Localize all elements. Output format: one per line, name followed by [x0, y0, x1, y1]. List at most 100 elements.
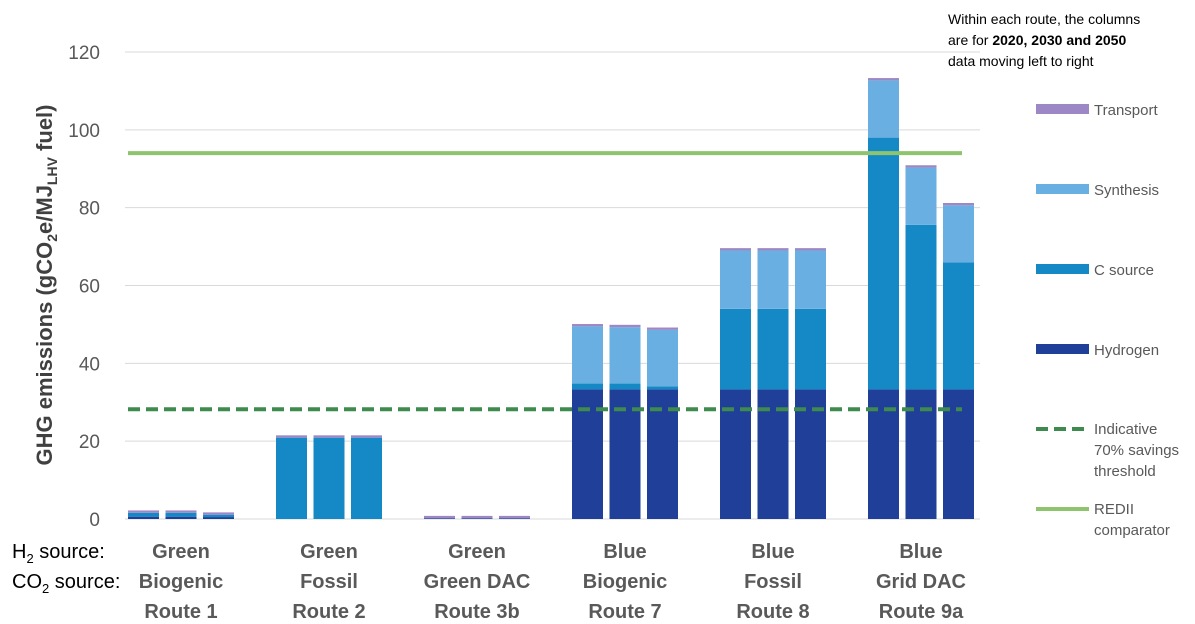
bar-transport-route-8-3: [795, 248, 826, 251]
bar-transport-route-8-1: [720, 248, 751, 251]
y-axis-title: GHG emissions (gCO2e/MJLHV fuel): [32, 105, 60, 466]
category-label: Green DAC: [424, 571, 531, 593]
co2-source-label: CO2 source:: [12, 571, 120, 596]
legend-label: REDII: [1094, 501, 1134, 518]
legend-label: Transport: [1094, 102, 1158, 119]
bar-c-source-route-2-1: [276, 437, 307, 519]
legend-label: C source: [1094, 262, 1154, 279]
bar-synthesis-route-9a-3: [943, 205, 974, 263]
bar-c-source-route-9a-2: [905, 224, 937, 390]
category-label: Route 3b: [434, 601, 520, 623]
y-tick-label: 120: [68, 43, 100, 64]
y-tick-label: 100: [68, 121, 100, 142]
category-label: Fossil: [744, 571, 802, 593]
category-label: Biogenic: [583, 571, 667, 593]
bar-transport-route-9a-1: [868, 78, 899, 81]
legend-swatch-c-source: [1036, 264, 1089, 274]
bar-c-source-route-8-3: [795, 308, 826, 390]
legend-swatch-synthesis: [1036, 184, 1089, 194]
bar-synthesis-route-9a-2: [905, 167, 937, 225]
bar-hydrogen-route-1-3: [203, 517, 234, 519]
legend-swatch-transport: [1036, 104, 1089, 114]
bar-transport-route-3b-1: [424, 515, 455, 519]
bar-c-source-route-1-1: [128, 512, 159, 517]
category-label: Route 2: [292, 601, 365, 623]
bar-transport-route-8-2: [757, 248, 789, 251]
reference-lines: [128, 151, 962, 412]
bar-transport-route-1-2: [165, 510, 197, 513]
category-label: Route 9a: [879, 601, 964, 623]
category-label: Blue: [751, 541, 794, 563]
legend-label: Synthesis: [1094, 182, 1159, 199]
bar-c-source-route-2-3: [351, 437, 382, 519]
category-label: Fossil: [300, 571, 358, 593]
bar-transport-route-1-1: [128, 510, 159, 513]
bar-hydrogen-route-1-1: [128, 516, 159, 519]
legend-label: threshold: [1094, 463, 1156, 480]
legend-label: Hydrogen: [1094, 342, 1159, 359]
category-label: Green: [152, 541, 210, 563]
bar-c-source-route-9a-3: [943, 262, 974, 390]
category-label: Blue: [899, 541, 942, 563]
bar-hydrogen-route-3b-1: [424, 518, 455, 519]
bar-c-source-route-7-3: [647, 386, 678, 390]
y-tick-label: 20: [79, 432, 100, 453]
bar-c-source-route-9a-1: [868, 137, 899, 390]
column-note: Within each route, the columns are for 20…: [948, 11, 1140, 69]
bar-synthesis-route-8-3: [795, 250, 826, 309]
bar-synthesis-route-7-3: [647, 329, 678, 387]
legend-swatch-hydrogen: [1036, 344, 1089, 354]
bar-c-source-route-1-2: [165, 512, 197, 517]
bar-c-source-route-1-3: [203, 514, 234, 518]
bar-transport-route-2-1: [276, 435, 307, 438]
gridlines: [125, 51, 980, 520]
bar-transport-route-2-2: [313, 435, 345, 438]
category-label: Grid DAC: [876, 571, 966, 593]
note-line: data moving left to right: [948, 53, 1094, 69]
category-labels: Green Biogenic Route 1 Green Fossil Route 2 Gr…: [139, 541, 966, 623]
bar-transport-route-7-3: [647, 327, 678, 330]
legend-label: Indicative: [1094, 421, 1157, 438]
category-label: Blue: [603, 541, 646, 563]
bar-transport-route-1-3: [203, 512, 234, 515]
bar-transport-route-9a-2: [905, 165, 937, 168]
bar-transport-route-9a-3: [943, 202, 974, 206]
bar-hydrogen-route-3b-2: [461, 518, 493, 519]
note-line: Within each route, the columns: [948, 11, 1140, 27]
note-line: are for 2020, 2030 and 2050: [948, 32, 1126, 48]
bar-transport-route-7-2: [609, 324, 641, 328]
category-label: Green: [448, 541, 506, 563]
bar-transport-route-3b-3: [499, 515, 530, 519]
bar-transport-route-7-1: [572, 324, 603, 327]
y-axis-label: GHG emissions (gCO2e/MJLHV fuel): [32, 105, 60, 466]
bar-synthesis-route-7-1: [572, 326, 603, 384]
legend-label: 70% savings: [1094, 442, 1179, 459]
category-label: Route 7: [588, 601, 661, 623]
bar-hydrogen-route-1-2: [165, 516, 197, 519]
category-label: Route 8: [736, 601, 809, 623]
bars: [128, 78, 974, 519]
bar-c-source-route-8-1: [720, 308, 751, 390]
bar-c-source-route-7-1: [572, 383, 603, 390]
legend-label: comparator: [1094, 522, 1170, 539]
bar-synthesis-route-8-2: [757, 250, 789, 309]
h2-source-label: H2 source:: [12, 541, 105, 566]
bar-synthesis-route-9a-1: [868, 80, 899, 138]
bar-c-source-route-8-2: [757, 308, 789, 390]
bar-synthesis-route-8-1: [720, 250, 751, 309]
bar-synthesis-route-7-2: [609, 327, 641, 384]
bar-transport-route-2-3: [351, 435, 382, 438]
y-tick-label: 40: [79, 354, 100, 375]
y-tick-label: 60: [79, 277, 100, 298]
bar-hydrogen-route-3b-3: [499, 518, 530, 519]
category-label: Route 1: [144, 601, 217, 623]
y-tick-label: 0: [89, 510, 100, 531]
category-label: Green: [300, 541, 358, 563]
legend: Transport Synthesis C source Hydrogen Indica…: [1036, 102, 1179, 539]
category-label: Biogenic: [139, 571, 223, 593]
bar-c-source-route-2-2: [313, 437, 345, 519]
y-tick-label: 80: [79, 199, 100, 220]
y-axis-ticks: 0 20 40 60 80 100 120: [68, 43, 100, 531]
row-labels: H2 source: CO2 source:: [12, 541, 120, 596]
